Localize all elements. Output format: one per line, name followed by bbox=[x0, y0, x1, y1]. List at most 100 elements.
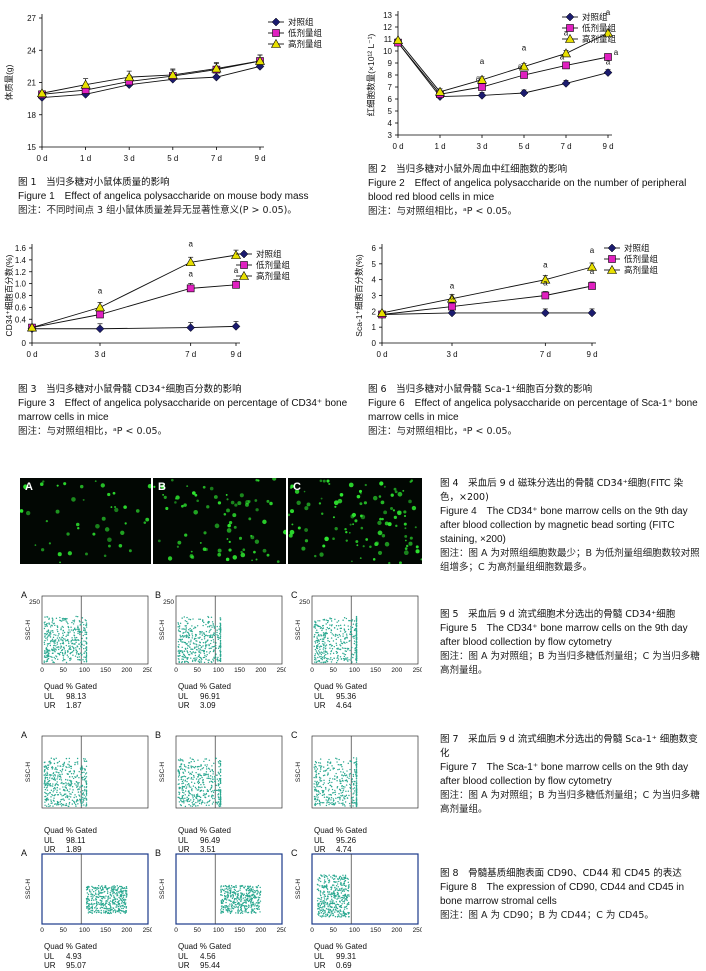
event-dot bbox=[76, 775, 78, 778]
event-dot bbox=[333, 799, 335, 802]
event-dot bbox=[82, 634, 84, 637]
event-dot bbox=[56, 791, 58, 794]
event-dot bbox=[218, 798, 220, 801]
data-point-high bbox=[586, 261, 598, 271]
event-dot bbox=[114, 893, 116, 895]
event-dot bbox=[318, 914, 320, 916]
event-dot bbox=[211, 803, 214, 805]
event-dot bbox=[103, 891, 106, 893]
event-dot bbox=[181, 655, 183, 658]
event-dot bbox=[340, 802, 342, 805]
event-dot bbox=[215, 642, 217, 644]
event-dot bbox=[317, 783, 319, 785]
event-dot bbox=[73, 634, 75, 636]
event-dot bbox=[213, 789, 216, 792]
event-dot bbox=[96, 907, 98, 910]
event-dot bbox=[200, 660, 202, 662]
cell-dot bbox=[384, 521, 389, 526]
legend-label-1: 低剂量组 bbox=[624, 254, 659, 264]
event-dot bbox=[258, 902, 261, 904]
panel-label: A bbox=[25, 481, 33, 493]
event-dot bbox=[97, 896, 99, 898]
event-dot bbox=[216, 631, 218, 634]
fig5-note: 图注：图 A 为对照组；B 为当归多糖低剂量组；C 为当归多糖高剂量组。 bbox=[440, 651, 700, 676]
event-dot bbox=[353, 640, 356, 642]
event-dot bbox=[51, 766, 54, 768]
event-dot bbox=[107, 907, 109, 910]
event-dot bbox=[217, 638, 219, 641]
fluorescence-image bbox=[20, 480, 151, 564]
event-dot bbox=[51, 640, 53, 642]
event-dot bbox=[126, 893, 128, 896]
data-point-low bbox=[240, 261, 248, 269]
event-dot bbox=[212, 660, 215, 662]
event-dot bbox=[250, 901, 252, 903]
quad-gated-table: Quad % Gated UL 98.13 UR 1.87 bbox=[44, 682, 152, 711]
event-dot bbox=[199, 633, 201, 635]
event-dot bbox=[48, 777, 51, 779]
ul-label: UL bbox=[44, 835, 55, 845]
cell-dot bbox=[379, 517, 382, 521]
event-dot bbox=[76, 781, 78, 784]
cell-dot bbox=[349, 531, 351, 534]
event-dot bbox=[54, 647, 56, 650]
event-dot bbox=[187, 637, 190, 639]
event-dot bbox=[111, 888, 113, 891]
event-dot bbox=[87, 893, 90, 896]
x-tick-label: 100 bbox=[79, 927, 90, 934]
event-dot bbox=[51, 659, 53, 661]
event-dot bbox=[355, 656, 358, 658]
significance-mark: a bbox=[543, 261, 548, 270]
event-dot bbox=[123, 901, 126, 904]
event-dot bbox=[76, 757, 79, 760]
fluorescence-image bbox=[288, 479, 422, 564]
event-dot bbox=[85, 901, 88, 904]
event-dot bbox=[330, 643, 332, 646]
event-dot bbox=[318, 772, 320, 775]
event-dot bbox=[178, 792, 181, 794]
event-dot bbox=[206, 777, 208, 779]
event-dot bbox=[205, 771, 208, 773]
event-dot bbox=[208, 643, 210, 646]
event-dot bbox=[68, 776, 71, 778]
event-dot bbox=[119, 897, 121, 900]
event-dot bbox=[81, 637, 83, 640]
event-dot bbox=[219, 635, 222, 637]
event-dot bbox=[100, 889, 103, 891]
plot-frame bbox=[311, 735, 419, 809]
cell-dot bbox=[48, 542, 52, 545]
event-dot bbox=[355, 627, 358, 629]
cell-dot bbox=[167, 556, 173, 561]
event-dot bbox=[325, 623, 327, 625]
cell-dot bbox=[135, 509, 140, 513]
quad-gated-table: Quad % Gated UL 98.11 UR 1.89 bbox=[44, 826, 152, 855]
event-dot bbox=[51, 777, 53, 779]
event-dot bbox=[224, 897, 226, 899]
event-dot bbox=[218, 790, 220, 792]
event-dot bbox=[54, 649, 56, 651]
event-dot bbox=[55, 771, 57, 773]
event-dot bbox=[78, 620, 81, 622]
event-dot bbox=[74, 643, 76, 645]
cell-dot bbox=[206, 505, 210, 509]
event-dot bbox=[114, 900, 117, 903]
event-dot bbox=[315, 646, 318, 648]
event-dot bbox=[230, 911, 233, 913]
event-dot bbox=[62, 646, 65, 649]
event-dot bbox=[45, 787, 48, 789]
cell-dot bbox=[324, 536, 329, 542]
event-dot bbox=[198, 651, 200, 654]
event-dot bbox=[217, 771, 220, 773]
event-dot bbox=[72, 630, 74, 632]
event-dot bbox=[331, 803, 333, 805]
event-dot bbox=[321, 652, 324, 654]
cell-dot bbox=[108, 544, 111, 548]
event-dot bbox=[336, 881, 338, 883]
fig4-note: 图注：图 A 为对照组细胞数最少；B 为低剂量组细胞数较对照组增多；C 为高剂量… bbox=[440, 548, 700, 573]
event-dot bbox=[227, 895, 229, 898]
event-dot bbox=[216, 658, 219, 660]
event-dot bbox=[348, 794, 350, 797]
event-dot bbox=[316, 784, 319, 786]
event-dot bbox=[209, 650, 211, 653]
data-point-high bbox=[606, 264, 618, 274]
